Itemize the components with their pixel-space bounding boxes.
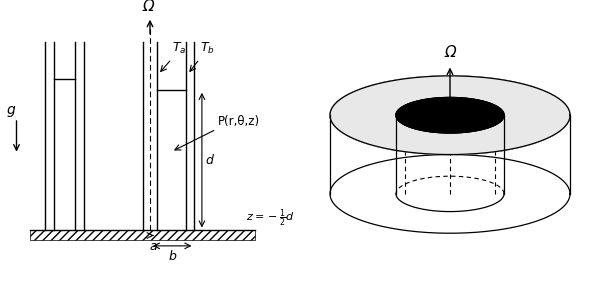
- Text: Ω: Ω: [444, 46, 456, 60]
- Bar: [30, 230, 255, 240]
- Text: a: a: [149, 240, 157, 253]
- Text: d: d: [206, 154, 214, 167]
- Polygon shape: [330, 76, 570, 155]
- Text: $T_a$: $T_a$: [172, 41, 187, 56]
- Text: $z = -\frac{1}{2}d$: $z = -\frac{1}{2}d$: [246, 208, 295, 229]
- Text: P(r,θ,z): P(r,θ,z): [218, 115, 260, 128]
- Polygon shape: [396, 98, 504, 133]
- Text: $T_b$: $T_b$: [200, 41, 215, 56]
- Text: Ω: Ω: [143, 0, 154, 14]
- Polygon shape: [396, 98, 504, 133]
- Text: g: g: [6, 103, 15, 117]
- Text: b: b: [168, 250, 176, 263]
